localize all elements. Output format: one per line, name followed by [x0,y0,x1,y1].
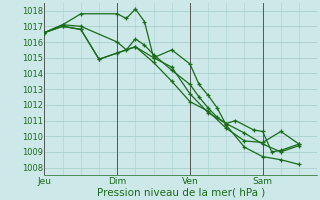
X-axis label: Pression niveau de la mer( hPa ): Pression niveau de la mer( hPa ) [97,187,265,197]
